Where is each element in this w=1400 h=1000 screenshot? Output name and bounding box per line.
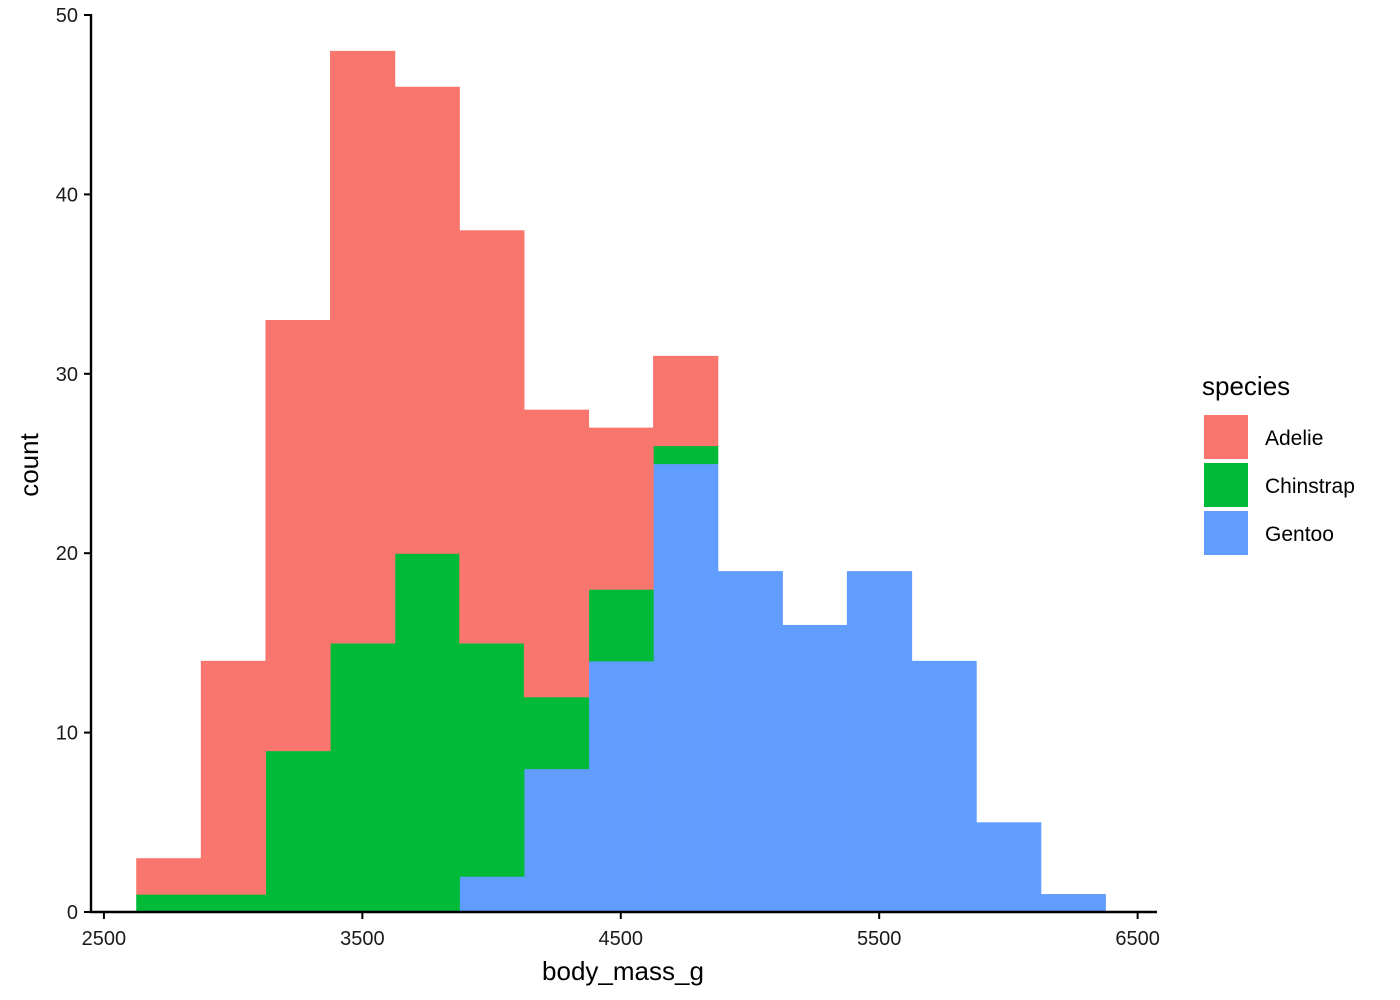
- bar-gentoo: [717, 571, 783, 913]
- bar-adelie: [136, 858, 202, 895]
- bar-chinstrap: [265, 750, 331, 913]
- bar-gentoo: [523, 768, 590, 913]
- y-tick-label: 50: [56, 5, 78, 27]
- x-tick-label: 2500: [82, 928, 127, 950]
- x-tick-label: 3500: [340, 928, 385, 950]
- y-tick-label: 40: [56, 184, 78, 206]
- bar-gentoo: [459, 876, 525, 913]
- y-tick-label: 20: [56, 543, 78, 565]
- bar-adelie: [459, 230, 525, 644]
- bar-adelie: [330, 50, 396, 644]
- bar-chinstrap: [588, 589, 654, 662]
- bar-adelie: [523, 409, 590, 698]
- x-tick-label: 4500: [599, 928, 644, 950]
- bar-gentoo: [976, 822, 1042, 913]
- legend-label-adelie: Adelie: [1265, 427, 1323, 450]
- y-axis-title: count: [14, 432, 44, 496]
- bar-chinstrap: [136, 894, 202, 913]
- legend-title: species: [1202, 371, 1290, 401]
- bar-adelie: [588, 427, 654, 590]
- y-tick-label: 30: [56, 364, 78, 386]
- bars-layer: [136, 50, 1106, 913]
- legend-swatch-adelie: [1204, 415, 1248, 459]
- y-tick-label: 10: [56, 723, 78, 745]
- x-tick-label: 6500: [1115, 928, 1160, 950]
- bar-gentoo: [588, 660, 654, 913]
- legend-swatch-gentoo: [1204, 511, 1248, 555]
- bar-adelie: [653, 355, 719, 447]
- bar-chinstrap: [200, 894, 267, 913]
- bar-gentoo: [846, 571, 913, 913]
- bar-chinstrap: [459, 642, 525, 877]
- bar-chinstrap: [523, 696, 590, 770]
- bar-adelie: [200, 660, 267, 895]
- bar-gentoo: [911, 660, 977, 913]
- legend-label-gentoo: Gentoo: [1265, 523, 1334, 546]
- bar-chinstrap: [330, 642, 396, 913]
- x-axis-title: body_mass_g: [542, 956, 704, 986]
- legend: species Adelie Chinstrap Gentoo: [1202, 371, 1355, 555]
- bar-gentoo: [1040, 894, 1106, 913]
- bar-gentoo: [653, 463, 719, 913]
- y-tick-label: 0: [67, 902, 78, 924]
- legend-items: Adelie Chinstrap Gentoo: [1204, 415, 1355, 555]
- bar-gentoo: [782, 624, 848, 913]
- x-tick-label: 5500: [857, 928, 902, 950]
- legend-label-chinstrap: Chinstrap: [1265, 475, 1355, 498]
- axes-layer: 0 10 20 30 40 50 2500 3500 4500 5500 6500: [56, 5, 1160, 950]
- bar-chinstrap: [653, 445, 719, 465]
- bar-adelie: [265, 319, 331, 752]
- bar-chinstrap: [394, 553, 460, 913]
- bar-adelie: [394, 86, 460, 554]
- legend-swatch-chinstrap: [1204, 463, 1248, 507]
